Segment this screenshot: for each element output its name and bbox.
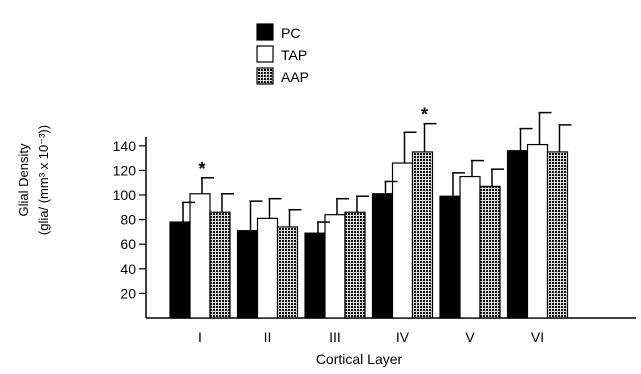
y-ticks: 20 40 60 80 100 120 140 xyxy=(113,138,146,301)
significance-markers: ** xyxy=(198,105,428,179)
x-tick-label: I xyxy=(198,329,202,345)
bar xyxy=(189,193,211,319)
bar xyxy=(411,151,434,319)
y-axis-label-line2: (glia/ (mm³ x 10⁻³)) xyxy=(36,125,51,235)
x-tick-label: IV xyxy=(396,329,410,345)
error-bars xyxy=(182,111,572,234)
y-tick-label: 100 xyxy=(113,187,137,203)
y-axis-label-line1: Glial Density xyxy=(16,143,31,216)
x-tick-label: III xyxy=(329,329,341,345)
y-tick-label: 140 xyxy=(113,138,137,154)
bar xyxy=(324,214,346,319)
bar xyxy=(344,211,366,319)
bars xyxy=(169,143,569,319)
y-tick-label: 80 xyxy=(120,212,136,228)
bar xyxy=(276,226,299,319)
bar xyxy=(304,232,326,319)
legend-swatch xyxy=(256,45,274,63)
y-tick-label: 40 xyxy=(120,261,136,277)
bar xyxy=(439,195,461,319)
y-tick-label: 20 xyxy=(120,285,136,301)
bar xyxy=(479,185,501,319)
x-tick-label: VI xyxy=(531,329,544,345)
x-tick-labels: I II III IV V VI xyxy=(198,329,544,345)
bar xyxy=(236,230,259,319)
bar xyxy=(546,151,569,319)
legend-label: TAP xyxy=(281,47,307,63)
bar xyxy=(391,162,414,319)
bar xyxy=(526,143,549,319)
legend: PC TAP AAP xyxy=(256,23,309,85)
bar xyxy=(371,193,394,319)
bar xyxy=(209,211,231,319)
x-axis-label: Cortical Layer xyxy=(316,351,403,367)
significance-star: * xyxy=(421,105,428,125)
legend-swatch xyxy=(256,23,274,41)
y-tick-label: 60 xyxy=(120,236,136,252)
legend-swatch xyxy=(256,67,274,85)
y-axis-label: Glial Density (glia/ (mm³ x 10⁻³)) xyxy=(16,125,51,235)
x-tick-label: II xyxy=(264,329,272,345)
bar xyxy=(506,150,529,319)
legend-label: AAP xyxy=(281,69,309,85)
significance-star: * xyxy=(198,159,205,179)
bar xyxy=(459,175,481,319)
y-tick-label: 120 xyxy=(113,162,137,178)
x-tick-label: V xyxy=(465,329,475,345)
bar xyxy=(256,217,279,319)
bar xyxy=(169,221,191,319)
legend-label: PC xyxy=(281,25,300,41)
